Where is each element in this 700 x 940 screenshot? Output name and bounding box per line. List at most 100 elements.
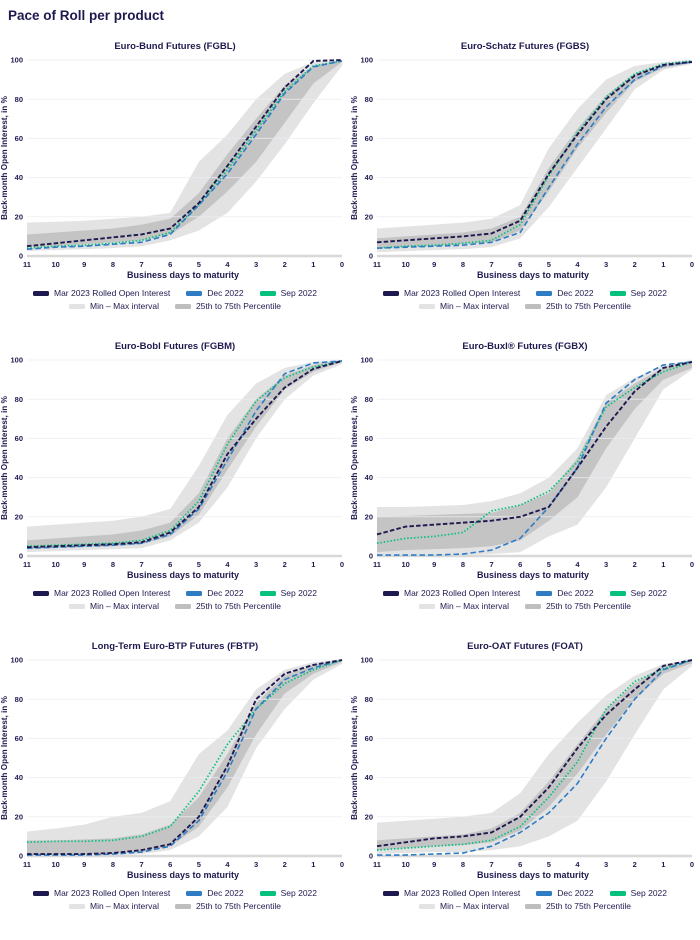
chart-card-fbtp: Long-Term Euro-BTP Futures (FBTP) 0 20 40 6… — [0, 635, 350, 935]
x-tick-label: 7 — [139, 260, 143, 269]
legend-item-sep: Sep 2022 — [259, 887, 317, 900]
x-tick-label: 1 — [311, 560, 315, 569]
y-tick-label: 60 — [365, 734, 373, 743]
legend-row: Min – Max interval 25th to 75th Percenti… — [350, 600, 700, 613]
legend-row: Mar 2023 Rolled Open Interest Dec 2022 S… — [350, 587, 700, 600]
legend-label: Mar 2023 Rolled Open Interest — [53, 588, 171, 598]
series-line-sep — [376, 659, 693, 851]
x-tick-label: 9 — [82, 860, 86, 869]
legend-label: Min – Max interval — [89, 601, 159, 611]
legend-swatch-sep — [259, 590, 276, 597]
legend-swatch-mar — [382, 590, 399, 597]
chart-title: Euro-Bobl Futures (FGBM) — [114, 341, 236, 352]
chart-title: Euro-OAT Futures (FOAT) — [467, 641, 583, 652]
x-tick-label: 8 — [461, 560, 465, 569]
legend-item-dec: Dec 2022 — [186, 287, 244, 300]
legend-label: Dec 2022 — [557, 888, 594, 898]
chart-legend: Mar 2023 Rolled Open Interest Dec 2022 S… — [0, 287, 350, 313]
x-tick-label: 1 — [661, 860, 665, 869]
y-tick-label: 60 — [365, 434, 373, 443]
legend-label: Sep 2022 — [280, 588, 318, 598]
x-tick-label: 11 — [373, 560, 381, 569]
legend-swatch-dec — [186, 890, 203, 897]
legend-swatch-minmax — [418, 303, 435, 310]
legend-swatch-minmax — [418, 903, 435, 910]
chart-legend: Mar 2023 Rolled Open Interest Dec 2022 S… — [350, 287, 700, 313]
y-tick-label: 0 — [19, 552, 23, 561]
x-tick-label: 4 — [575, 560, 580, 569]
x-tick-label: 9 — [432, 560, 436, 569]
x-tick-label: 11 — [373, 860, 381, 869]
legend-item-percentile: 25th to 75th Percentile — [174, 900, 282, 913]
y-axis-label: Back-month Open Interest, in % — [0, 695, 9, 819]
legend-item-mar: Mar 2023 Rolled Open Interest — [32, 887, 170, 900]
band-percentile — [377, 360, 692, 553]
y-tick-label: 80 — [365, 695, 373, 704]
legend-label: 25th to 75th Percentile — [195, 901, 282, 911]
x-tick-label: 4 — [575, 260, 580, 269]
legend-item-dec: Dec 2022 — [536, 887, 594, 900]
page-title: Pace of Roll per product — [8, 8, 165, 23]
legend-item-dec: Dec 2022 — [186, 587, 244, 600]
x-tick-label: 6 — [168, 260, 172, 269]
x-tick-label: 6 — [168, 860, 172, 869]
y-tick-label: 100 — [360, 356, 373, 365]
x-axis-label: Business days to maturity — [476, 570, 590, 580]
x-tick-label: 3 — [604, 860, 608, 869]
charts-grid: Euro-Bund Futures (FGBL) 0 20 40 60 80 100 11 1… — [0, 35, 700, 935]
x-tick-label: 2 — [633, 860, 637, 869]
x-tick-label: 4 — [225, 260, 230, 269]
legend-swatch-percentile — [524, 903, 541, 910]
x-tick-label: 2 — [633, 560, 637, 569]
legend-label: Mar 2023 Rolled Open Interest — [403, 588, 521, 598]
x-tick-label: 7 — [489, 260, 493, 269]
legend-label: Min – Max interval — [89, 901, 159, 911]
legend-label: Min – Max interval — [439, 901, 509, 911]
x-tick-label: 3 — [604, 560, 608, 569]
legend-swatch-sep — [609, 590, 626, 597]
legend-swatch-percentile — [524, 603, 541, 610]
legend-row: Min – Max interval 25th to 75th Percenti… — [0, 300, 350, 313]
legend-swatch-dec — [186, 590, 203, 597]
legend-label: Dec 2022 — [557, 288, 594, 298]
legend-item-percentile: 25th to 75th Percentile — [524, 600, 631, 613]
legend-label: Dec 2022 — [207, 888, 244, 898]
legend-swatch-sep — [259, 290, 276, 297]
x-tick-label: 11 — [373, 260, 381, 269]
y-axis-label: Back-month Open Interest, in % — [350, 695, 359, 819]
chart-legend: Mar 2023 Rolled Open Interest Dec 2022 S… — [350, 587, 700, 613]
y-tick-label: 60 — [15, 434, 23, 443]
series-line-dec — [26, 360, 343, 549]
x-tick-label: 6 — [518, 260, 522, 269]
legend-swatch-mar — [382, 290, 399, 297]
legend-label: Mar 2023 Rolled Open Interest — [403, 288, 521, 298]
y-tick-label: 100 — [10, 356, 23, 365]
legend-item-mar: Mar 2023 Rolled Open Interest — [382, 887, 520, 900]
legend-swatch-dec — [536, 290, 553, 297]
x-tick-label: 11 — [23, 860, 31, 869]
legend-item-percentile: 25th to 75th Percentile — [174, 300, 281, 313]
legend-swatch-percentile — [174, 603, 191, 610]
x-tick-label: 0 — [340, 260, 344, 269]
series-line-mar — [376, 361, 693, 536]
legend-item-sep: Sep 2022 — [609, 587, 667, 600]
y-tick-label: 0 — [19, 252, 23, 261]
x-tick-label: 8 — [111, 260, 115, 269]
series-line-mar — [27, 659, 343, 855]
x-tick-label: 9 — [432, 260, 436, 269]
x-tick-label: 8 — [461, 860, 465, 869]
chart-title: Euro-Buxl® Futures (FGBX) — [462, 341, 588, 352]
series-line-dec — [377, 361, 693, 556]
x-axis-label: Business days to maturity — [476, 870, 590, 880]
x-tick-label: 5 — [547, 260, 551, 269]
legend-item-minmax: Min – Max interval — [68, 300, 159, 313]
legend-swatch-dec — [536, 590, 553, 597]
x-tick-label: 5 — [197, 260, 201, 269]
y-tick-label: 100 — [360, 656, 373, 665]
series-line-sep — [26, 659, 343, 844]
y-axis-label: Back-month Open Interest, in % — [0, 95, 9, 219]
legend-row: Mar 2023 Rolled Open Interest Dec 2022 S… — [350, 287, 700, 300]
